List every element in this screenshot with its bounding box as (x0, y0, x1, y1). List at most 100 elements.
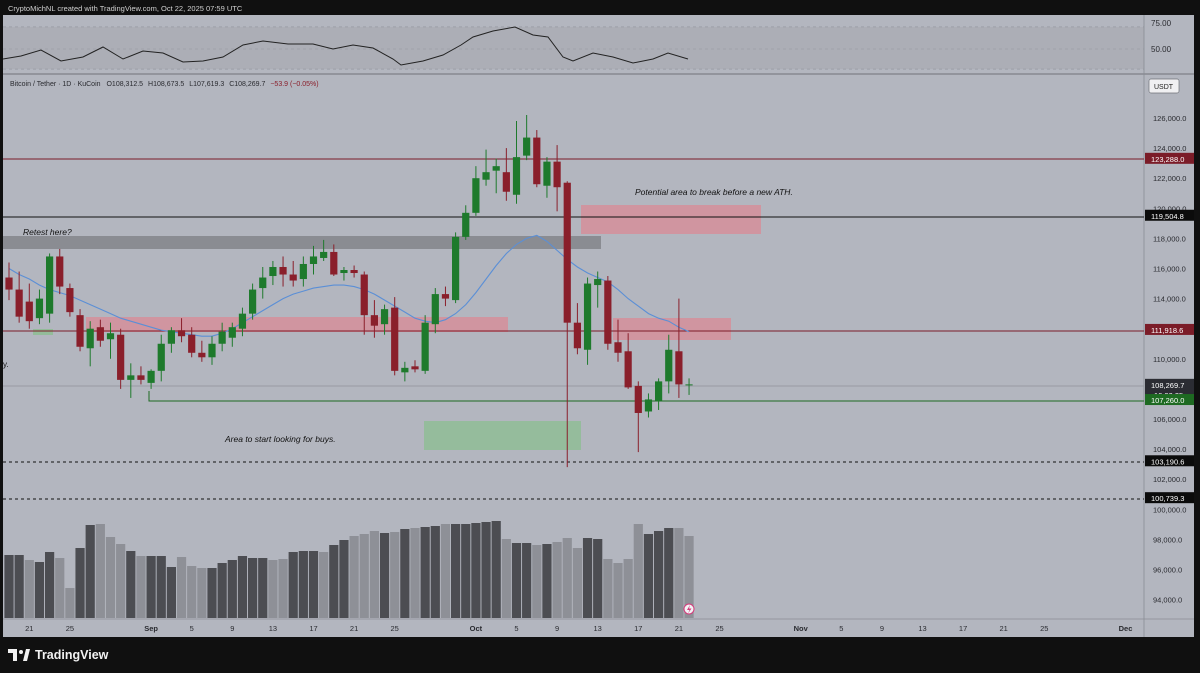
candle[interactable] (573, 303, 581, 355)
candle[interactable] (441, 286, 450, 307)
candle[interactable] (421, 315, 429, 374)
candle[interactable] (401, 361, 409, 382)
candle[interactable] (188, 327, 196, 358)
candle[interactable] (147, 369, 155, 389)
candle[interactable] (502, 148, 510, 201)
candle[interactable] (76, 309, 84, 352)
candle[interactable] (360, 271, 368, 335)
candle[interactable] (269, 260, 277, 286)
volume-bar (207, 568, 217, 618)
candle[interactable] (238, 307, 247, 337)
candle[interactable] (137, 366, 145, 385)
candle[interactable] (177, 318, 186, 343)
candle[interactable] (370, 300, 378, 338)
volume-bar (643, 534, 654, 618)
candle[interactable] (675, 298, 683, 398)
candle[interactable] (594, 271, 602, 308)
candle[interactable] (117, 328, 125, 389)
candle[interactable] (249, 283, 257, 320)
candle[interactable] (380, 304, 389, 335)
candle[interactable] (634, 381, 642, 453)
candle[interactable] (553, 145, 561, 212)
price-tick: 94,000.0 (1153, 596, 1182, 605)
candle[interactable] (259, 266, 267, 299)
candle[interactable] (289, 260, 297, 287)
candle[interactable] (157, 334, 165, 382)
volume-bar (288, 552, 298, 618)
candle[interactable] (543, 157, 551, 198)
candle[interactable] (533, 130, 541, 188)
candle[interactable] (472, 166, 480, 216)
candle[interactable] (655, 378, 663, 410)
volume-bar (126, 551, 136, 618)
volume-bar (308, 551, 319, 618)
candle[interactable] (299, 256, 307, 287)
candle[interactable] (462, 205, 470, 240)
candle[interactable] (25, 283, 33, 329)
currency-button[interactable] (1148, 78, 1180, 94)
time-tick: 13 (594, 624, 602, 633)
price-tick: 118,000.0 (1153, 234, 1186, 243)
level-107260[interactable] (148, 391, 1144, 402)
time-tick: 9 (555, 624, 559, 633)
volume-bar (176, 557, 187, 618)
ohlc-high: H108,673.5 (148, 81, 184, 88)
candle[interactable] (644, 393, 653, 418)
candle[interactable] (228, 322, 236, 347)
candle[interactable] (320, 239, 328, 261)
candle[interactable] (563, 181, 571, 468)
candle[interactable] (5, 262, 13, 301)
volume-bar (420, 527, 430, 618)
candle[interactable] (330, 244, 338, 277)
time-tick: 17 (959, 624, 967, 633)
resistance-zone-2 (613, 318, 731, 340)
candle[interactable] (492, 158, 500, 194)
candle[interactable] (56, 248, 64, 295)
rsi-level-50: 50.00 (1151, 45, 1172, 54)
ohlc-open: O108,312.5 (106, 81, 143, 88)
price-chart[interactable]: 75.00 50.00 Bitcoin / Tether · 1D · KuCo… (2, 15, 1194, 637)
volume-bar (349, 536, 359, 618)
candle[interactable] (685, 378, 693, 395)
candle[interactable] (512, 121, 521, 204)
candle[interactable] (340, 266, 348, 281)
volume-bar (593, 539, 603, 618)
candle[interactable] (279, 256, 287, 287)
price-label (1145, 394, 1194, 406)
candle[interactable] (431, 288, 439, 334)
annotation-buys: Area to start looking for buys. (224, 434, 336, 444)
candle[interactable] (86, 321, 94, 367)
candle[interactable] (523, 114, 531, 161)
chart-frame[interactable]: 75.00 50.00 Bitcoin / Tether · 1D · KuCo… (2, 15, 1194, 637)
candle[interactable] (66, 283, 74, 317)
ath-zone (581, 205, 761, 234)
candle[interactable] (452, 232, 460, 304)
time-tick: 21 (1000, 624, 1008, 633)
candle[interactable] (106, 322, 115, 359)
candle[interactable] (35, 289, 44, 325)
candle[interactable] (350, 265, 358, 278)
candle[interactable] (614, 319, 622, 362)
time-tick: 25 (715, 624, 723, 633)
candle[interactable] (411, 360, 419, 373)
candle[interactable] (482, 149, 490, 186)
candle[interactable] (391, 297, 399, 376)
volume-bar (451, 524, 461, 618)
candle[interactable] (218, 322, 226, 352)
candle[interactable] (309, 245, 318, 275)
volume-bar (75, 548, 85, 618)
candle[interactable] (15, 271, 23, 323)
candle[interactable] (96, 319, 104, 347)
tradingview-logo-icon (8, 649, 30, 661)
candle[interactable] (167, 327, 175, 353)
candle[interactable] (198, 340, 206, 362)
candle[interactable] (127, 363, 135, 398)
candle[interactable] (624, 333, 632, 389)
candle[interactable] (665, 334, 673, 394)
candle[interactable] (208, 336, 216, 365)
price-label-text: 119,504.8 (1151, 212, 1184, 221)
candle[interactable] (604, 276, 612, 350)
candle[interactable] (583, 277, 592, 365)
volume-bar (440, 524, 451, 618)
candle[interactable] (46, 253, 54, 323)
